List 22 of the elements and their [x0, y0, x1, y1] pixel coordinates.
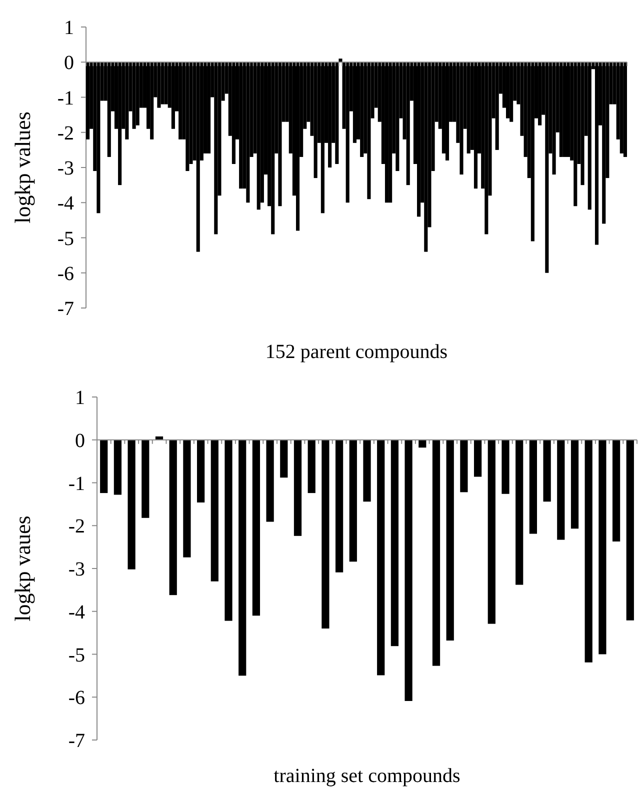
y-tick-label: -5 [57, 228, 74, 250]
y-tick-label: -2 [57, 122, 74, 144]
y-tick-label: 1 [64, 17, 74, 39]
y-tick-label: -1 [68, 472, 85, 495]
x-axis-title: training set compounds [274, 765, 461, 787]
y-tick-label: 0 [75, 430, 85, 452]
y-tick-label: -3 [68, 558, 85, 580]
y-tick-label: 0 [64, 52, 74, 74]
y-tick-label: -2 [68, 516, 85, 538]
y-axis-title: logkp vaues [10, 516, 35, 622]
y-tick-label: -4 [57, 192, 74, 215]
y-tick-label: -1 [57, 87, 74, 110]
y-axis-title: logkp values [10, 112, 35, 224]
x-axis-title: 152 parent compounds [265, 341, 448, 363]
y-tick-label: -5 [68, 644, 85, 666]
y-tick-label: 1 [75, 387, 85, 409]
y-tick-label: -4 [68, 601, 85, 624]
y-tick-label: -7 [68, 730, 85, 752]
y-tick-label: -3 [57, 158, 74, 180]
y-tick-label: -6 [68, 687, 85, 710]
y-tick-label: -6 [57, 262, 74, 285]
y-tick-label: -7 [57, 298, 74, 320]
